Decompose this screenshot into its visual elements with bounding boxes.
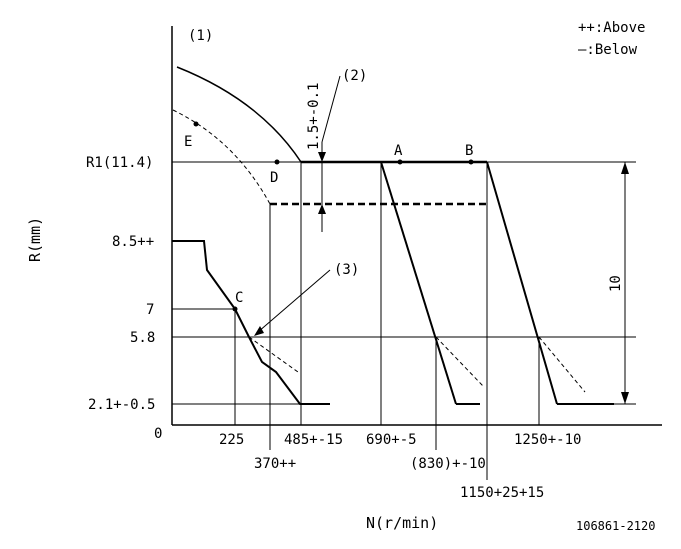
lower-curve-solid <box>172 240 330 405</box>
x-tick-1250: 1250+-10 <box>514 432 581 448</box>
x-axis-title: N(r/min) <box>366 514 438 532</box>
dot-e <box>193 121 199 127</box>
drawing-number: 106861-2120 <box>576 519 655 533</box>
y-tick-zero: 0 <box>154 426 162 442</box>
legend-above: ++:Above <box>578 20 645 36</box>
y-tick-8-5: 8.5++ <box>112 234 154 250</box>
stroke-arrow-up <box>318 204 326 214</box>
legend-below: —:Below <box>578 42 638 58</box>
point-label-d: D <box>270 170 278 186</box>
point-label-a: A <box>394 143 403 159</box>
x-tick-485: 485+-15 <box>284 432 343 448</box>
point-label-c: C <box>235 290 243 306</box>
x-tick-370: 370++ <box>254 456 296 472</box>
dot-d <box>274 159 280 165</box>
range-arrow-down <box>621 392 629 404</box>
slope-a <box>380 161 457 405</box>
x-tick-1150: 1150+25+15 <box>460 485 544 501</box>
stroke-leader <box>321 75 341 143</box>
upper-curve-dashed <box>172 109 271 205</box>
dot-c <box>232 306 238 312</box>
x-tick-690: 690+-5 <box>366 432 417 448</box>
point-label-e: E <box>184 134 192 150</box>
range-arrow-up <box>621 162 629 174</box>
range-dim-label: 10 <box>608 275 624 292</box>
y-tick-5-8: 5.8 <box>130 330 155 346</box>
panel-marker: (1) <box>188 28 213 44</box>
slope-a-dashed <box>435 336 484 387</box>
dot-b <box>468 159 474 165</box>
y-tick-7: 7 <box>146 302 154 318</box>
y-axis-title: R(mm) <box>26 217 44 262</box>
point-label-b: B <box>465 143 473 159</box>
cross-marker: (3) <box>334 262 359 278</box>
lower-curve-dashed <box>248 336 299 373</box>
slope-b <box>486 161 558 405</box>
x-tick-225: 225 <box>219 432 244 448</box>
stroke-arrow-down <box>318 152 326 162</box>
cross-leader <box>257 269 331 333</box>
y-tick-2-1: 2.1+-0.5 <box>88 397 155 413</box>
stroke-dim-label: 1.5+-0.1 <box>306 83 322 150</box>
y-tick-r1: R1(11.4) <box>86 155 153 171</box>
x-tick-830: (830)+-10 <box>410 456 486 472</box>
cross-arrow <box>254 326 264 336</box>
dot-a <box>397 159 403 165</box>
upper-curve-solid <box>176 66 302 163</box>
slope-b-dashed <box>538 336 586 393</box>
stroke-marker: (2) <box>342 68 367 84</box>
